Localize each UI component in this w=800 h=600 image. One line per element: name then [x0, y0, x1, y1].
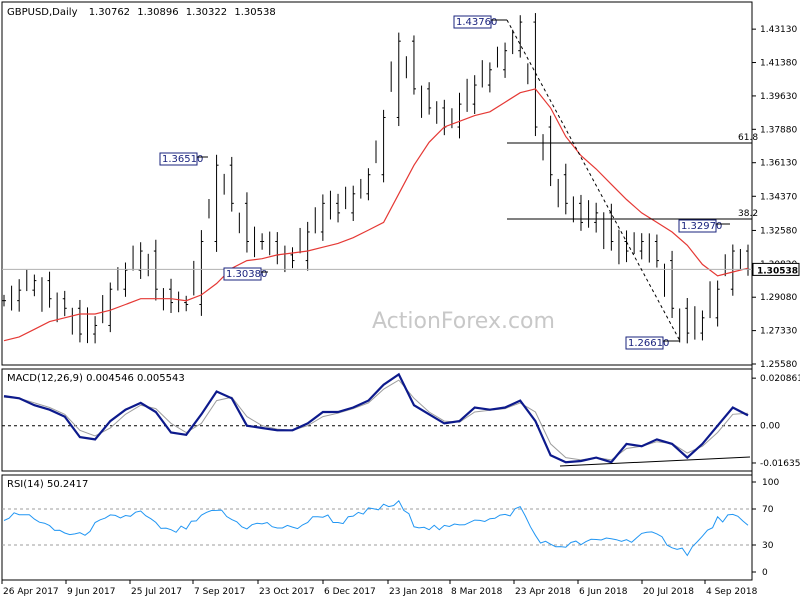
macd-ytick-label: 0.00	[760, 422, 780, 432]
label-1-32970-box	[678, 219, 717, 233]
xtick-label: 20 Jul 2018	[643, 587, 694, 597]
xtick-label: 23 Apr 2018	[515, 587, 571, 597]
macd-title: MACD(12,26,9) 0.004546 0.005543	[7, 373, 185, 384]
price-ytick-label: 1.43130	[760, 25, 797, 35]
actionforex-watermark: ActionForex.com	[372, 309, 555, 334]
price-ytick-label: 1.25580	[760, 360, 797, 370]
label-1-32970: 1.32970	[681, 221, 722, 232]
xtick-label: 6 Jun 2018	[579, 587, 628, 597]
low-label-1-26610: 1.26610	[628, 338, 669, 349]
high-label-1-43760-box	[453, 15, 492, 29]
xtick-label: 25 Jul 2017	[131, 587, 182, 597]
fib-61-8-label: 61.8	[738, 133, 758, 143]
price-chart-title: GBPUSD,Daily 1.30762 1.30896 1.30322 1.3…	[7, 7, 276, 18]
xtick-label: 6 Dec 2017	[324, 587, 376, 597]
xtick-label: 8 Mar 2018	[451, 587, 503, 597]
macd-signal-line	[3, 379, 749, 461]
current-price-box	[752, 262, 800, 276]
rsi-title: RSI(14) 50.2417	[7, 479, 88, 490]
macd-panel-frame	[1, 368, 753, 472]
label-1-36510-box	[159, 152, 198, 166]
rsi-ytick-label: 30	[762, 541, 774, 551]
price-ytick-label: 1.39630	[760, 92, 797, 102]
price-ytick-label: 1.34370	[760, 192, 797, 202]
price-ytick-label: 1.36130	[760, 159, 797, 169]
label-1-36510: 1.36510	[162, 154, 203, 165]
macd-line	[3, 372, 749, 464]
macd-trend-line	[559, 456, 751, 467]
rsi-panel-frame	[1, 474, 753, 581]
moving-average-line	[3, 88, 749, 342]
low-label-1-26610-box	[625, 336, 664, 350]
price-ytick-label: 1.41380	[760, 59, 797, 69]
xtick-label: 7 Sep 2017	[194, 587, 245, 597]
high-label-1-43760: 1.43760	[456, 17, 497, 28]
rsi-ytick-label: 100	[762, 478, 779, 488]
label-1-30380-box	[223, 267, 262, 281]
rsi-ytick-label: 0	[762, 568, 768, 578]
fib-38-2-label: 38.2	[738, 209, 758, 219]
xtick-label: 23 Jan 2018	[389, 587, 443, 597]
rsi-ytick-label: 70	[762, 505, 774, 515]
price-ytick-label: 1.27330	[760, 327, 797, 337]
label-1-30380: 1.30380	[226, 269, 267, 280]
price-ytick-label: 1.29080	[760, 293, 797, 303]
xtick-label: 9 Jun 2017	[67, 587, 115, 597]
macd-ytick-label: -0.016357	[760, 459, 800, 469]
xtick-label: 26 Apr 2017	[3, 587, 59, 597]
rsi-line	[3, 499, 749, 557]
xtick-label: 4 Sep 2018	[706, 587, 758, 597]
xtick-label: 23 Oct 2017	[259, 587, 315, 597]
macd-ytick-label: 0.020861	[760, 374, 800, 384]
fib-trend-line	[506, 19, 681, 342]
current-price-label: 1.30538	[757, 266, 798, 276]
price-ytick-label: 1.32580	[760, 226, 797, 236]
price-ytick-label: 1.37880	[760, 125, 797, 135]
